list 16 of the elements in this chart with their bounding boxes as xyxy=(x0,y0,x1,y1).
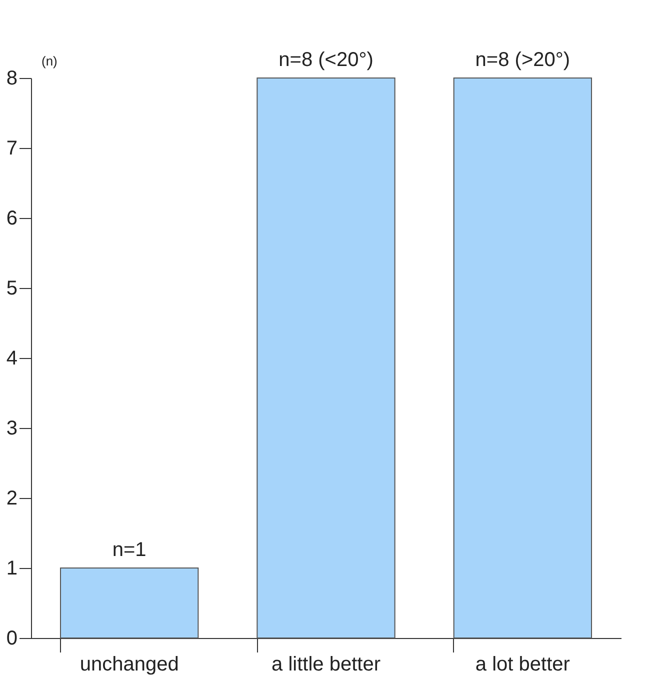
y-tick-label: 6 xyxy=(6,208,18,230)
y-tick-label: 7 xyxy=(6,138,18,160)
x-tick-label: unchanged xyxy=(80,654,179,676)
y-tick-label: 0 xyxy=(6,628,18,650)
y-axis-title: (n) xyxy=(42,54,58,68)
data-label: n=1 xyxy=(112,539,146,561)
x-tick-label: a little better xyxy=(272,654,381,676)
y-tick-label: 1 xyxy=(6,558,18,580)
y-tick-label: 4 xyxy=(6,348,18,370)
x-tick-label: a lot better xyxy=(475,654,570,676)
data-label: n=8 (>20°) xyxy=(475,49,570,71)
y-tick-label: 8 xyxy=(6,68,18,90)
y-tick-label: 3 xyxy=(6,418,18,440)
y-tick-label: 5 xyxy=(6,278,18,300)
y-tick-label: 2 xyxy=(6,488,18,510)
data-label: n=8 (<20°) xyxy=(278,49,374,71)
